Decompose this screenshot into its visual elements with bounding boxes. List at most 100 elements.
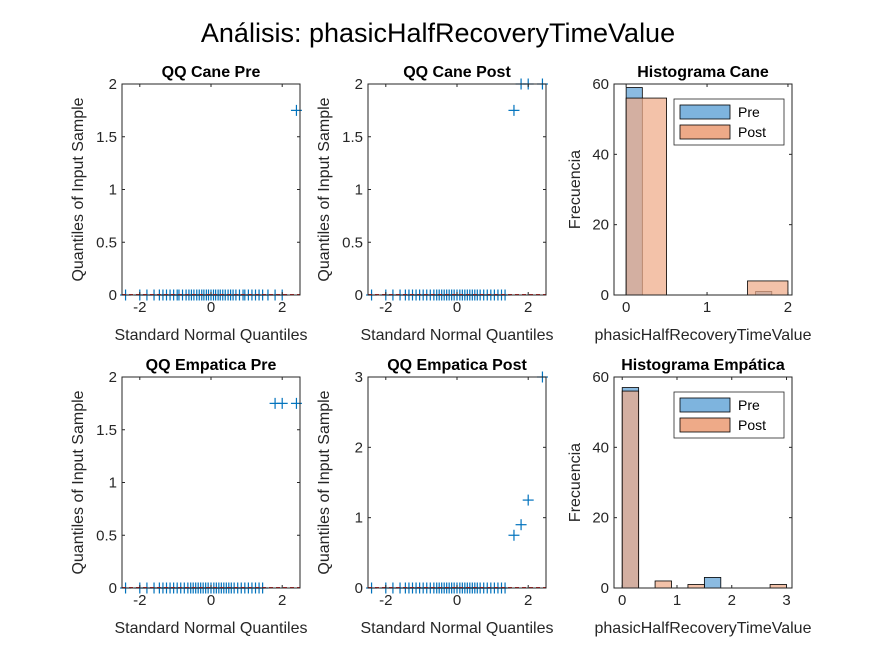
- x-tick-label: 0: [618, 592, 626, 609]
- x-tick-label: -2: [133, 299, 146, 316]
- y-tick-label: 1: [355, 510, 363, 527]
- x-tick-label: 0: [207, 299, 215, 316]
- x-axis-label: Standard Normal Quantiles: [361, 620, 554, 637]
- y-axis-label: Quantiles of Input Sample: [70, 390, 87, 574]
- y-axis-label: Frecuencia: [567, 150, 584, 229]
- x-tick-label: -2: [379, 592, 392, 609]
- legend-swatch-pre: [679, 104, 731, 120]
- y-tick-label: 40: [592, 146, 609, 163]
- histogram-bar-post: [621, 390, 640, 589]
- y-tick-label: 0: [109, 287, 117, 304]
- histogram-bar-post: [687, 584, 705, 589]
- axes-box: [613, 376, 793, 589]
- y-axis-label: Frecuencia: [567, 443, 584, 522]
- plot-area: [122, 84, 300, 295]
- axes-box: [613, 83, 793, 296]
- x-tick-label: 0: [453, 299, 461, 316]
- subplot-title: QQ Empatica Pre: [146, 357, 277, 374]
- histogram-bar-post: [747, 280, 789, 296]
- x-tick-label: 2: [728, 592, 736, 609]
- legend-label-pre: Pre: [738, 397, 760, 413]
- y-axis-label: Quantiles of Input Sample: [316, 97, 333, 281]
- legend-swatch-pre: [679, 397, 731, 413]
- legend: Pre Post: [673, 98, 785, 146]
- subplot-title: QQ Cane Post: [403, 64, 511, 81]
- legend-label-post: Post: [738, 124, 766, 140]
- qq-point: [508, 104, 520, 116]
- y-tick-label: 1.5: [342, 129, 363, 146]
- histogram-bar-pre: [703, 577, 722, 589]
- y-tick-label: 1: [355, 182, 363, 199]
- x-tick-label: 2: [524, 592, 532, 609]
- qq-point: [515, 519, 527, 531]
- subplot-title: Histograma Empática: [621, 357, 785, 374]
- y-tick-label: 1: [109, 475, 117, 492]
- x-tick-label: 2: [784, 299, 792, 316]
- subplot-title: QQ Empatica Post: [387, 357, 527, 374]
- y-tick-label: 2: [355, 76, 363, 93]
- y-tick-label: 0: [601, 287, 609, 304]
- subplot-title: QQ Cane Pre: [162, 64, 261, 81]
- plot-area: [122, 377, 300, 588]
- x-axis-label: phasicHalfRecoveryTimeValue: [595, 620, 812, 637]
- x-axis-label: Standard Normal Quantiles: [115, 327, 308, 344]
- x-tick-label: 0: [622, 299, 630, 316]
- histogram-bar-post: [654, 580, 672, 589]
- legend-swatch-post: [679, 417, 731, 433]
- legend-swatch-post: [679, 124, 731, 140]
- legend-label-pre: Pre: [738, 104, 760, 120]
- subplot-title: Histograma Cane: [637, 64, 769, 81]
- chart-qq-cane-pre: -2 0 2 0 0.5 1 1.5 2 QQ Cane Pre Standard Normal …: [70, 64, 307, 344]
- x-tick-label: 3: [782, 592, 790, 609]
- y-axis-label: Quantiles of Input Sample: [70, 97, 87, 281]
- x-axis-label: phasicHalfRecoveryTimeValue: [595, 327, 812, 344]
- y-tick-label: 0.5: [96, 527, 117, 544]
- chart-qq-empatica-post: -2 0 2 0 1 2 3 QQ Empatica Post Standard Normal …: [316, 357, 553, 637]
- histogram-bar-post: [625, 97, 667, 296]
- legend-label-post: Post: [738, 417, 766, 433]
- y-tick-label: 2: [355, 439, 363, 456]
- chart-qq-empatica-pre: -2 0 2 0 0.5 1 1.5 2 QQ Empatica Pre Standard Nor…: [70, 357, 307, 637]
- qq-point: [522, 494, 534, 506]
- x-axis-label: Standard Normal Quantiles: [361, 327, 554, 344]
- y-tick-label: 1.5: [96, 422, 117, 439]
- y-tick-label: 2: [109, 76, 117, 93]
- y-tick-label: 0: [355, 287, 363, 304]
- x-tick-label: 2: [278, 592, 286, 609]
- qq-point: [276, 397, 288, 409]
- qq-point: [508, 529, 520, 541]
- y-tick-label: 0.5: [96, 234, 117, 251]
- y-tick-label: 20: [592, 510, 609, 527]
- y-tick-label: 0.5: [342, 234, 363, 251]
- y-axis-label: Quantiles of Input Sample: [316, 390, 333, 574]
- histogram-bar-post: [769, 584, 787, 589]
- chart-hist-empatica: 0 1 2 3 0 20 40 60 Histograma Empática phasicHalf…: [567, 357, 812, 637]
- x-tick-label: -2: [379, 299, 392, 316]
- x-tick-label: 0: [207, 592, 215, 609]
- y-tick-label: 0: [601, 580, 609, 597]
- y-tick-label: 20: [592, 217, 609, 234]
- y-tick-label: 0: [109, 580, 117, 597]
- plot-area: [368, 84, 546, 295]
- y-tick-label: 60: [592, 76, 609, 93]
- y-tick-label: 1: [109, 182, 117, 199]
- plot-area: [368, 377, 546, 588]
- x-tick-label: -2: [133, 592, 146, 609]
- x-tick-label: 0: [453, 592, 461, 609]
- x-tick-label: 1: [703, 299, 711, 316]
- x-tick-label: 1: [673, 592, 681, 609]
- x-tick-label: 2: [524, 299, 532, 316]
- y-tick-label: 0: [355, 580, 363, 597]
- legend: Pre Post: [673, 391, 785, 439]
- chart-qq-cane-post: -2 0 2 0 0.5 1 1.5 2 QQ Cane Post Standard Normal…: [316, 64, 553, 344]
- figure-title: Análisis: phasicHalfRecoveryTimeValue: [201, 18, 675, 48]
- y-tick-label: 60: [592, 369, 609, 386]
- y-tick-label: 3: [355, 369, 363, 386]
- x-axis-label: Standard Normal Quantiles: [115, 620, 308, 637]
- y-tick-label: 2: [109, 369, 117, 386]
- y-tick-label: 40: [592, 439, 609, 456]
- x-tick-label: 2: [278, 299, 286, 316]
- y-tick-label: 1.5: [96, 129, 117, 146]
